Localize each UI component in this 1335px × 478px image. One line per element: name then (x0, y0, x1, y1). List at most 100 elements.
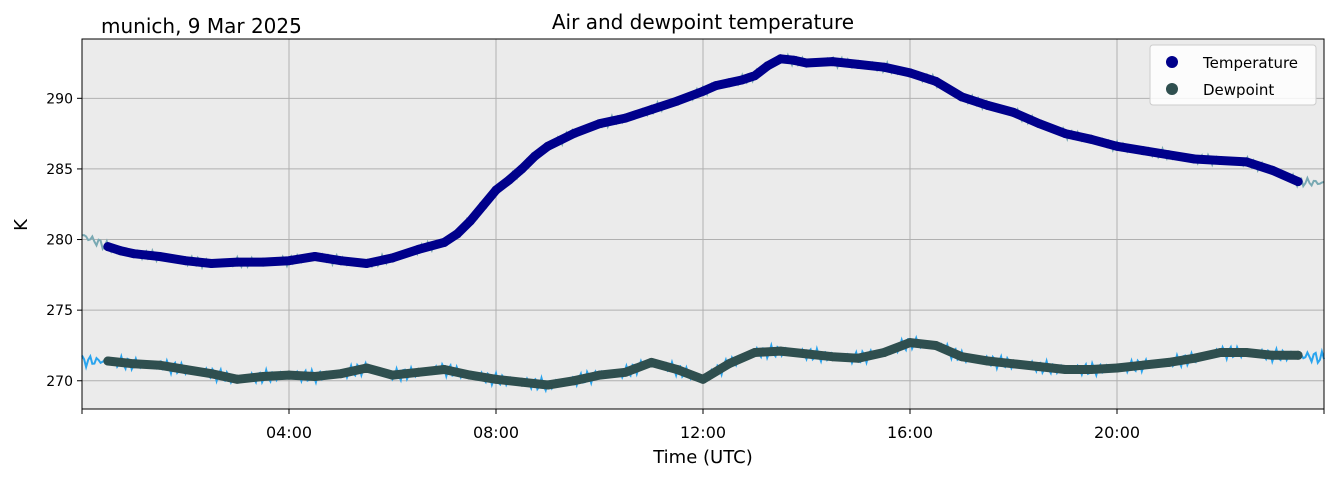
data-point-dewpoint (1060, 365, 1070, 374)
y-axis-label: K (11, 218, 32, 231)
data-point-temperature (905, 68, 915, 78)
x-axis-label: Time (UTC) (652, 447, 753, 468)
data-point-temperature (1293, 177, 1303, 187)
data-point-temperature (388, 253, 397, 263)
data-point-temperature (724, 78, 734, 88)
data-point-dewpoint (232, 374, 242, 384)
x-tick-label: 20:00 (1094, 423, 1140, 442)
data-point-dewpoint (517, 377, 527, 387)
data-point-dewpoint (362, 363, 372, 373)
data-point-dewpoint (129, 359, 139, 369)
data-point-temperature (1190, 154, 1200, 164)
x-tick-label: 16:00 (887, 423, 933, 442)
data-point-dewpoint (491, 374, 501, 384)
data-point-dewpoint (155, 360, 165, 370)
chart-title: Air and dewpoint temperature (552, 10, 854, 34)
data-point-temperature (853, 59, 863, 69)
data-point-dewpoint (620, 367, 630, 377)
data-point-dewpoint (827, 352, 837, 362)
data-point-temperature (129, 249, 139, 259)
data-point-temperature (620, 113, 630, 123)
data-point-temperature (1267, 165, 1277, 175)
grid (82, 39, 1324, 409)
data-point-temperature (1241, 157, 1251, 167)
data-point-temperature (504, 175, 514, 185)
data-point-dewpoint (569, 376, 579, 386)
data-point-dewpoint (776, 346, 786, 356)
data-point-temperature (789, 55, 799, 65)
data-point-temperature (1034, 119, 1044, 129)
data-point-temperature (750, 71, 760, 81)
data-point-dewpoint (1216, 348, 1225, 357)
data-point-temperature (931, 76, 941, 86)
data-point-dewpoint (388, 370, 397, 380)
data-point-temperature (1112, 141, 1122, 151)
data-point-dewpoint (1112, 363, 1122, 373)
data-point-temperature (530, 151, 540, 161)
data-point-dewpoint (1138, 360, 1148, 370)
data-point-dewpoint (750, 348, 760, 357)
data-point-temperature (879, 62, 889, 72)
data-point-temperature (569, 129, 579, 139)
data-point-dewpoint (698, 374, 708, 384)
data-point-temperature (776, 54, 786, 64)
data-point-dewpoint (879, 348, 889, 357)
data-point-dewpoint (931, 341, 941, 350)
legend: Temperature Dewpoint (1149, 44, 1317, 106)
data-point-temperature (672, 96, 682, 106)
data-point-dewpoint (413, 367, 423, 377)
data-point-temperature (1164, 150, 1174, 160)
data-point-temperature (1086, 134, 1096, 144)
data-point-temperature (646, 105, 656, 115)
data-point-temperature (763, 61, 773, 71)
y-tick-label: 270 (46, 374, 73, 390)
data-point-dewpoint (802, 349, 811, 359)
data-point-dewpoint (310, 372, 320, 381)
x-tick-label: 08:00 (473, 423, 519, 442)
y-tick-label: 275 (46, 303, 73, 319)
data-point-dewpoint (284, 370, 294, 380)
data-point-temperature (698, 86, 708, 96)
data-point-temperature (517, 164, 527, 174)
data-point-dewpoint (181, 365, 190, 374)
chart-subtitle: munich, 9 Mar 2025 (101, 14, 302, 38)
x-tick-label: 12:00 (680, 423, 726, 442)
legend-label-dewpoint: Dewpoint (1203, 81, 1274, 99)
data-point-dewpoint (439, 365, 449, 374)
data-point-dewpoint (543, 380, 553, 390)
data-point-dewpoint (1190, 353, 1200, 363)
data-point-dewpoint (1267, 350, 1277, 360)
data-point-temperature (1009, 107, 1018, 117)
data-point-dewpoint (983, 356, 993, 366)
data-point-temperature (1216, 156, 1225, 165)
data-point-dewpoint (336, 369, 346, 379)
data-point-dewpoint (595, 370, 604, 380)
data-point-temperature (595, 119, 604, 129)
data-point-dewpoint (957, 352, 967, 362)
legend-label-temperature: Temperature (1202, 54, 1298, 72)
y-axis: 270 275 280 285 290 (46, 91, 82, 390)
data-point-temperature (1138, 146, 1148, 156)
data-point-temperature (362, 259, 372, 268)
x-axis: 04:00 08:00 12:00 16:00 20:00 (81, 409, 1325, 442)
data-point-temperature (206, 259, 216, 268)
data-point-temperature (957, 92, 967, 102)
legend-box (1149, 44, 1317, 106)
data-point-temperature (116, 246, 126, 256)
data-point-temperature (737, 75, 747, 85)
data-point-dewpoint (1009, 359, 1018, 369)
y-tick-label: 285 (46, 162, 73, 178)
data-point-dewpoint (905, 338, 915, 348)
data-point-temperature (491, 185, 501, 195)
data-point-temperature (181, 256, 190, 266)
data-point-temperature (711, 81, 721, 91)
series-markers (103, 54, 1303, 390)
data-point-temperature (983, 100, 993, 110)
data-point-dewpoint (646, 357, 656, 367)
legend-marker-dewpoint (1166, 83, 1178, 95)
data-point-temperature (155, 252, 165, 261)
data-point-temperature (452, 229, 462, 239)
data-point-temperature (439, 237, 449, 247)
data-point-dewpoint (1293, 350, 1303, 360)
